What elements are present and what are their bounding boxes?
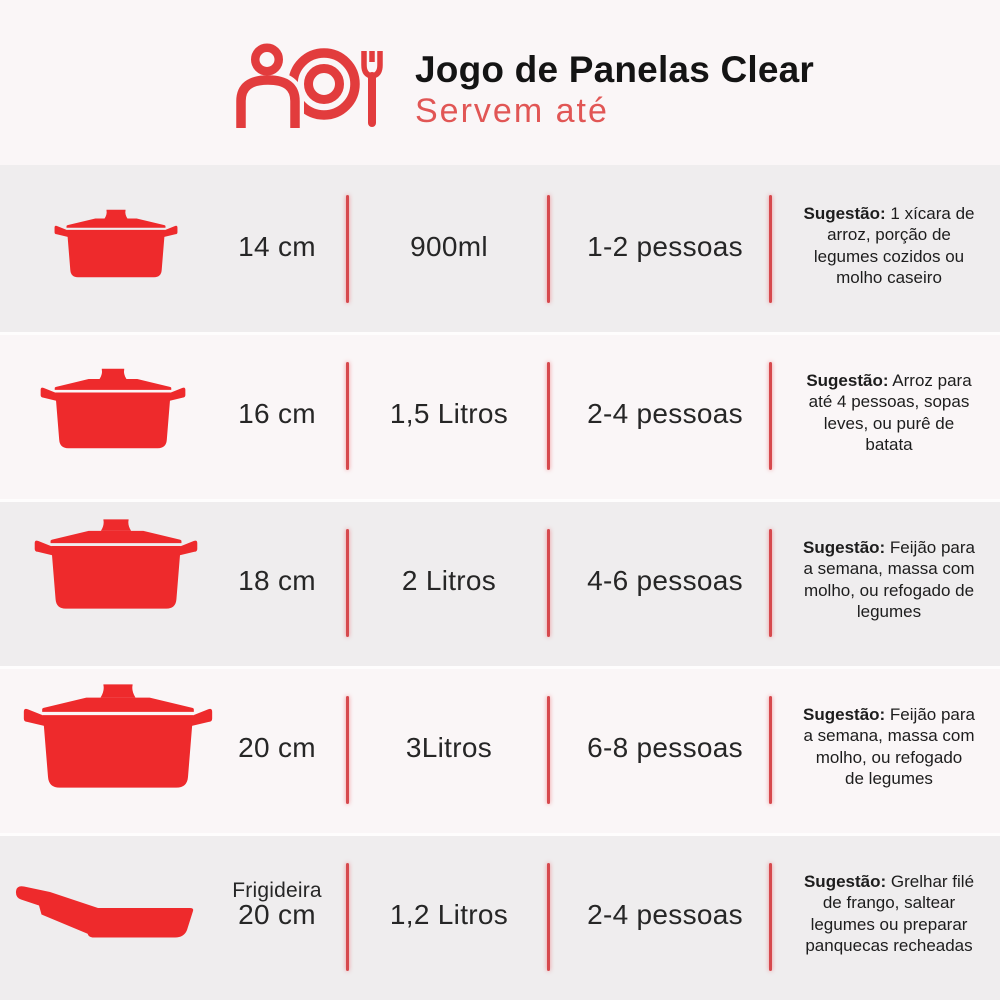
size-label: 18 cm [238, 564, 316, 596]
divider-2 [546, 695, 550, 804]
volume-label: 1,2 Litros [389, 898, 509, 930]
volume-cell: 900ml [369, 165, 529, 332]
divider-3 [768, 695, 772, 804]
divider-1 [345, 194, 349, 303]
casserole-pot-icon [54, 209, 178, 278]
size-label: 20 cm [238, 898, 316, 930]
serves-cell: 4-6 pessoas [575, 499, 755, 666]
suggestion-cell: Sugestão: Feijão para a semana, massa co… [794, 666, 984, 833]
size-cell: 18 cm [197, 499, 357, 666]
volume-cell: 1,5 Litros [369, 332, 529, 499]
table-row: 18 cm 2 Litros 4-6 pessoas Sugestão: Fei… [0, 499, 1000, 666]
size-label: 16 cm [238, 397, 316, 429]
suggestion-label: Sugestão: [803, 203, 886, 223]
casserole-pot-icon [34, 519, 198, 609]
divider-2 [546, 862, 550, 971]
suggestion-text: Sugestão: Arroz para até 4 pessoas, sopa… [806, 370, 972, 455]
casserole-pot-icon [40, 368, 186, 449]
divider-2 [546, 194, 550, 303]
person-plate-fork-icon [234, 40, 383, 128]
divider-3 [768, 528, 772, 637]
volume-label: 2 Litros [401, 564, 497, 596]
serves-cell: 2-4 pessoas [575, 833, 755, 1000]
serves-label: 2-4 pessoas [587, 898, 743, 930]
volume-label: 900ml [410, 230, 488, 262]
divider-2 [546, 528, 550, 637]
serves-label: 6-8 pessoas [587, 731, 743, 763]
suggestion-cell: Sugestão: Arroz para até 4 pessoas, sopa… [794, 332, 984, 499]
casserole-pot-icon [23, 684, 213, 788]
serves-label: 1-2 pessoas [587, 230, 743, 262]
divider-1 [345, 695, 349, 804]
size-label: 20 cm [238, 731, 316, 763]
suggestion-cell: Sugestão: Grelhar filé de frango, saltea… [794, 833, 984, 1000]
suggestion-label: Sugestão: [803, 537, 886, 557]
table-row: 14 cm 900ml 1-2 pessoas Sugestão: 1 xíca… [0, 165, 1000, 332]
suggestion-cell: Sugestão: Feijão para a semana, massa co… [794, 499, 984, 666]
size-cell: Frigideira 20 cm [197, 833, 357, 1000]
divider-3 [768, 361, 772, 470]
serves-cell: 6-8 pessoas [575, 666, 755, 833]
volume-cell: 1,2 Litros [369, 833, 529, 1000]
suggestion-label: Sugestão: [803, 871, 887, 891]
page-subtitle: Servem até [415, 92, 609, 130]
page-title: Jogo de Panelas Clear [415, 49, 815, 90]
volume-label: 1,5 Litros [389, 397, 509, 429]
suggestion-label: Sugestão: [803, 704, 886, 724]
suggestion-text: Sugestão: Feijão para a semana, massa co… [803, 704, 975, 789]
pan-type-label: Frigideira [232, 878, 322, 902]
divider-2 [546, 361, 550, 470]
divider-1 [345, 361, 349, 470]
suggestion-text: Sugestão: 1 xícara de arroz, porção de l… [803, 203, 975, 288]
table-row: 16 cm 1,5 Litros 2-4 pessoas Sugestão: A… [0, 332, 1000, 499]
header: Jogo de Panelas Clear Servem até [0, 0, 1000, 165]
size-cell: 20 cm [197, 666, 357, 833]
frying-pan-icon [15, 886, 194, 938]
divider-1 [345, 862, 349, 971]
table-row: 20 cm 3Litros 6-8 pessoas Sugestão: Feij… [0, 666, 1000, 833]
table-row: Frigideira 20 cm 1,2 Litros 2-4 pessoas … [0, 833, 1000, 1000]
serves-label: 4-6 pessoas [587, 564, 743, 596]
divider-3 [768, 862, 772, 971]
serves-cell: 2-4 pessoas [575, 332, 755, 499]
suggestion-cell: Sugestão: 1 xícara de arroz, porção de l… [794, 165, 984, 332]
suggestion-text: Sugestão: Feijão para a semana, massa co… [803, 537, 975, 622]
suggestion-text: Sugestão: Grelhar filé de frango, saltea… [803, 871, 975, 956]
suggestion-label: Sugestão: [806, 370, 889, 390]
serves-label: 2-4 pessoas [587, 397, 743, 429]
volume-cell: 2 Litros [369, 499, 529, 666]
volume-cell: 3Litros [369, 666, 529, 833]
size-cell: 16 cm [197, 332, 357, 499]
size-cell: 14 cm [197, 165, 357, 332]
divider-1 [345, 528, 349, 637]
size-label: 14 cm [238, 230, 316, 262]
volume-label: 3Litros [405, 731, 493, 763]
serves-cell: 1-2 pessoas [575, 165, 755, 332]
size-table: 14 cm 900ml 1-2 pessoas Sugestão: 1 xíca… [0, 165, 1000, 1000]
divider-3 [768, 194, 772, 303]
